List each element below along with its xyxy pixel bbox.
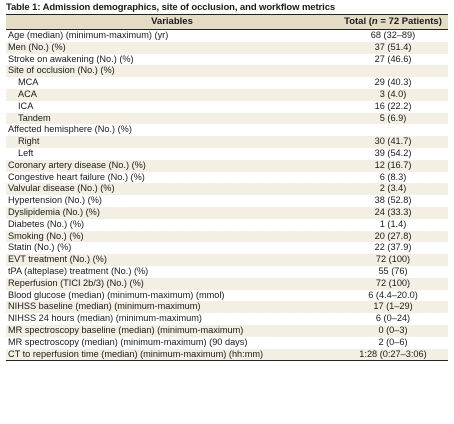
row-value	[338, 65, 448, 78]
row-value: 20 (27.8)	[338, 230, 448, 243]
row-value: 72 (100)	[338, 254, 448, 266]
row-value: 24 (33.3)	[338, 206, 448, 219]
row-label: Diabetes (No.) (%)	[6, 218, 338, 231]
row-label: Right	[6, 136, 338, 148]
table-body: Age (median) (minimum-maximum) (yr) 68 (3…	[6, 29, 448, 362]
table-row: Right 30 (41.7)	[6, 136, 448, 148]
table-row: Hypertension (No.) (%) 38 (52.8)	[6, 195, 448, 207]
total-header-n: n	[371, 16, 378, 27]
row-value: 16 (22.2)	[338, 100, 448, 113]
table-row: EVT treatment (No.) (%) 72 (100)	[6, 254, 448, 266]
row-value: 12 (16.7)	[338, 159, 448, 172]
row-value: 1 (1.4)	[338, 218, 448, 231]
table-row: CT to reperfusion time (median) (minimum…	[6, 348, 448, 362]
row-label: Smoking (No.) (%)	[6, 230, 338, 243]
total-column-header: Total (n = 72 Patients)	[338, 14, 448, 30]
table-row: Coronary artery disease (No.) (%) 12 (16.…	[6, 159, 448, 172]
row-label: Dyslipidemia (No.) (%)	[6, 206, 338, 219]
row-value: 39 (54.2)	[338, 147, 448, 160]
table-row: Affected hemisphere (No.) (%)	[6, 124, 448, 137]
row-value: 17 (1–29)	[338, 301, 448, 314]
row-value: 3 (4.0)	[338, 88, 448, 101]
row-label: Men (No.) (%)	[6, 41, 338, 54]
row-label: tPA (alteplase) treatment (No.) (%)	[6, 265, 338, 278]
demographics-table: Variables Total (n = 72 Patients) Age (m…	[6, 14, 448, 362]
table-row: Tandem 5 (6.9)	[6, 112, 448, 125]
row-label: Statin (No.) (%)	[6, 242, 338, 255]
row-label: Tandem	[6, 112, 338, 125]
row-label: Site of occlusion (No.) (%)	[6, 65, 338, 78]
table-caption: Table 1: Admission demographics, site of…	[6, 2, 336, 13]
table-row: Men (No.) (%) 37 (51.4)	[6, 41, 448, 54]
row-value: 2 (0–6)	[338, 336, 448, 349]
row-value: 1:28 (0:27–3:06)	[338, 348, 448, 362]
row-label: Affected hemisphere (No.) (%)	[6, 124, 338, 137]
table-row: Reperfusion (TICI 2b/3) (No.) (%) 72 (100…	[6, 277, 448, 290]
table-row: MCA 29 (40.3)	[6, 77, 448, 89]
table-row: ACA 3 (4.0)	[6, 88, 448, 101]
table-row: Smoking (No.) (%) 20 (27.8)	[6, 230, 448, 243]
row-label: Left	[6, 147, 338, 160]
table-row: Blood glucose (median) (minimum-maximum)…	[6, 289, 448, 302]
row-label: Coronary artery disease (No.) (%)	[6, 159, 338, 172]
row-label: Age (median) (minimum-maximum) (yr)	[6, 29, 338, 42]
table-row: tPA (alteplase) treatment (No.) (%) 55 (7…	[6, 265, 448, 278]
row-label: CT to reperfusion time (median) (minimum…	[6, 348, 338, 362]
table-row: NIHSS baseline (median) (minimum-maximum…	[6, 301, 448, 314]
row-label: Stroke on awakening (No.) (%)	[6, 53, 338, 66]
table-row: Statin (No.) (%) 22 (37.9)	[6, 242, 448, 255]
table-row: Congestive heart failure (No.) (%) 6 (8.3…	[6, 171, 448, 184]
row-value: 6 (4.4–20.0)	[338, 289, 448, 302]
row-label: MR spectroscopy baseline (median) (minim…	[6, 324, 338, 337]
row-label: Blood glucose (median) (minimum-maximum)…	[6, 289, 338, 302]
row-value: 6 (8.3)	[338, 171, 448, 184]
table-row: MR spectroscopy (median) (minimum-maximu…	[6, 336, 448, 349]
table-header: Variables Total (n = 72 Patients)	[6, 14, 448, 30]
row-label: Reperfusion (TICI 2b/3) (No.) (%)	[6, 277, 338, 290]
row-label: ICA	[6, 100, 338, 113]
row-label: NIHSS 24 hours (median) (minimum-maximum…	[6, 313, 338, 325]
table-row: NIHSS 24 hours (median) (minimum-maximum…	[6, 313, 448, 325]
total-header-prefix: Total (	[344, 16, 372, 27]
row-label: MCA	[6, 77, 338, 89]
table-row: MR spectroscopy baseline (median) (minim…	[6, 324, 448, 337]
row-value: 37 (51.4)	[338, 41, 448, 54]
table-row: ICA 16 (22.2)	[6, 100, 448, 113]
row-value: 72 (100)	[338, 277, 448, 290]
row-label: Congestive heart failure (No.) (%)	[6, 171, 338, 184]
row-value	[338, 124, 448, 137]
header-row: Variables Total (n = 72 Patients)	[6, 14, 448, 30]
table-row: Age (median) (minimum-maximum) (yr) 68 (3…	[6, 29, 448, 42]
table-row: Site of occlusion (No.) (%)	[6, 65, 448, 78]
table-row: Diabetes (No.) (%) 1 (1.4)	[6, 218, 448, 231]
row-value: 0 (0–3)	[338, 324, 448, 337]
row-value: 2 (3.4)	[338, 183, 448, 196]
row-value: 68 (32–89)	[338, 29, 448, 42]
row-label: Hypertension (No.) (%)	[6, 195, 338, 207]
row-value: 5 (6.9)	[338, 112, 448, 125]
total-header-suffix: = 72 Patients)	[377, 16, 442, 27]
row-label: ACA	[6, 88, 338, 101]
row-value: 22 (37.9)	[338, 242, 448, 255]
table-row: Left 39 (54.2)	[6, 147, 448, 160]
row-value: 38 (52.8)	[338, 195, 448, 207]
table-row: Dyslipidemia (No.) (%) 24 (33.3)	[6, 206, 448, 219]
row-value: 30 (41.7)	[338, 136, 448, 148]
row-value: 27 (46.6)	[338, 53, 448, 66]
row-label: Valvular disease (No.) (%)	[6, 183, 338, 196]
row-label: EVT treatment (No.) (%)	[6, 254, 338, 266]
row-value: 55 (76)	[338, 265, 448, 278]
row-value: 6 (0–24)	[338, 313, 448, 325]
row-label: NIHSS baseline (median) (minimum-maximum…	[6, 301, 338, 314]
row-value: 29 (40.3)	[338, 77, 448, 89]
row-label: MR spectroscopy (median) (minimum-maximu…	[6, 336, 338, 349]
variables-column-header: Variables	[6, 14, 338, 30]
table-row: Stroke on awakening (No.) (%) 27 (46.6)	[6, 53, 448, 66]
table-row: Valvular disease (No.) (%) 2 (3.4)	[6, 183, 448, 196]
